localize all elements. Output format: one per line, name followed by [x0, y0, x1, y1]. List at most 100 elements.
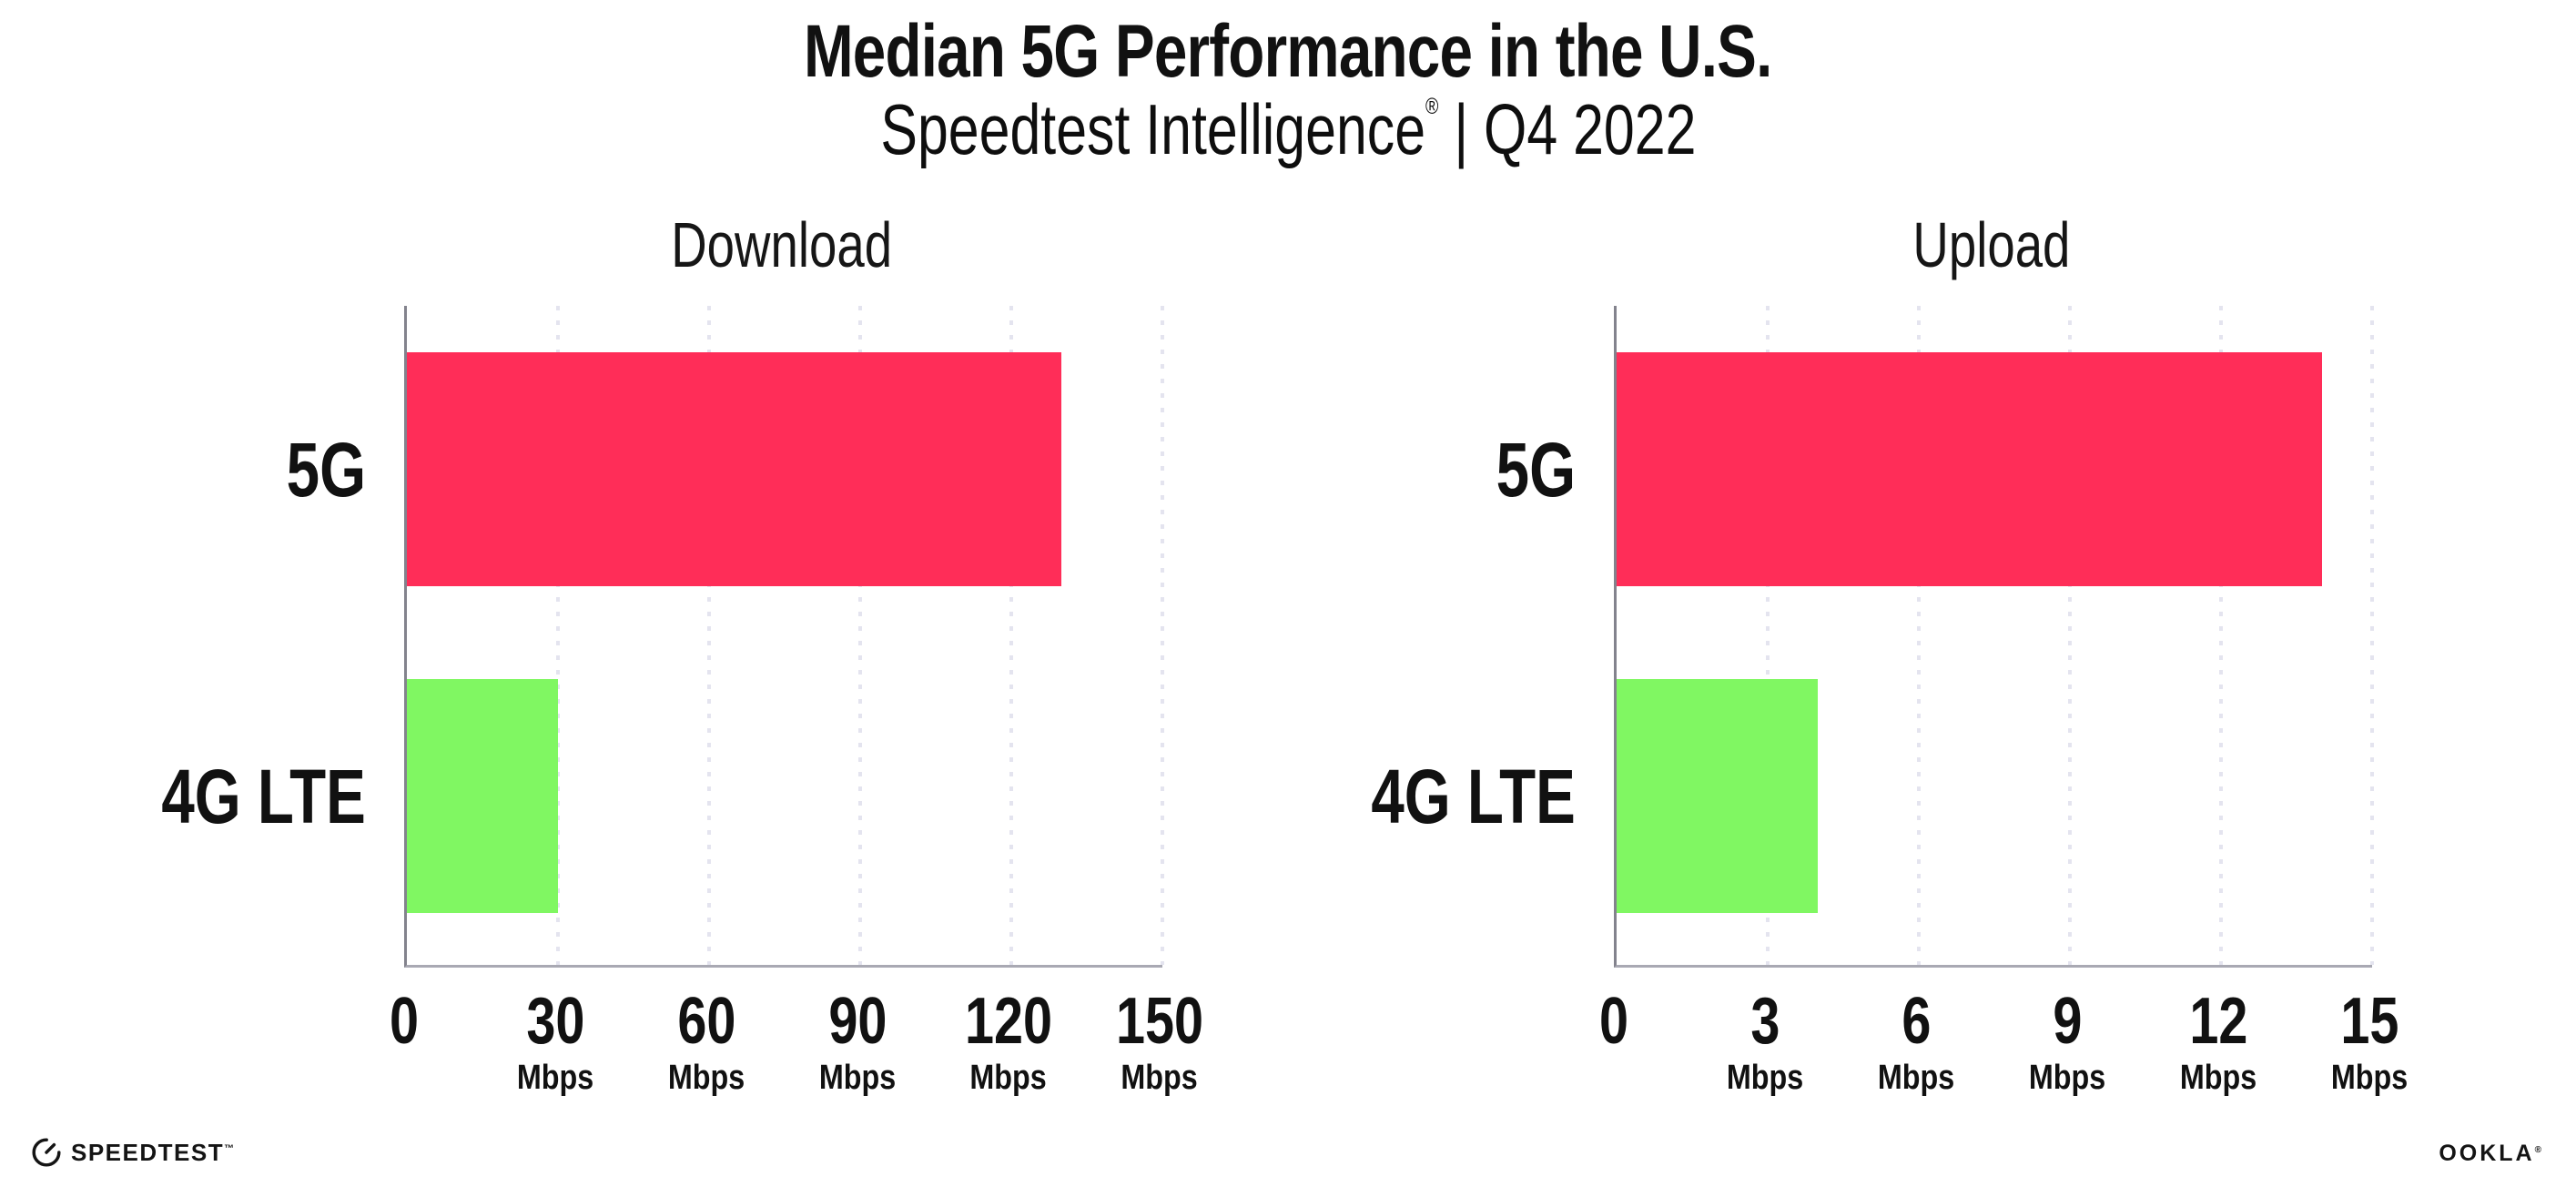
registered-mark-icon: ®	[1425, 94, 1439, 119]
speedtest-wordmark: SPEEDTEST™	[71, 1141, 236, 1164]
subtitle-period: | Q4 2022	[1438, 89, 1697, 169]
bar-5g-download	[407, 351, 1062, 586]
tick-value-text: 120	[964, 985, 1053, 1058]
subtitle-inner: Speedtest Intelligence® | Q4 2022	[880, 92, 1696, 167]
tick-value: 9	[2022, 989, 2112, 1054]
tick-60: 60 Mbps	[661, 989, 751, 1095]
tick-0: 0	[386, 989, 422, 1054]
tick-unit-text: Mbps	[2028, 1059, 2106, 1097]
page-title-text: Median 5G Performance in the U.S.	[804, 10, 1772, 93]
gridline	[1766, 306, 1770, 965]
registered-mark-icon: ®	[2534, 1145, 2544, 1155]
tick-unit-text: Mbps	[818, 1059, 897, 1097]
tick-unit-text: Mbps	[969, 1059, 1048, 1097]
tick-value: 0	[386, 989, 422, 1054]
upload-x-axis-ticks: 0 3 Mbps 6 Mbps 9 Mbps 12 Mbps 15 Mbps	[1599, 989, 2408, 1116]
tick-value-text: 150	[1115, 985, 1204, 1058]
gridline	[1917, 306, 1921, 965]
category-label-5g-text: 5G	[286, 427, 366, 512]
tick-unit-text: Mbps	[1726, 1059, 1804, 1097]
tick-value-text: 15	[2339, 985, 2399, 1058]
gridline	[858, 306, 862, 965]
upload-chart-title: Upload	[1614, 213, 2369, 277]
tick-unit: Mbps	[954, 1060, 1063, 1095]
tick-value: 15	[2324, 989, 2414, 1054]
tick-unit-text: Mbps	[667, 1059, 745, 1097]
tick-value-text: 6	[1901, 985, 1932, 1058]
tick-unit: Mbps	[2324, 1060, 2414, 1095]
gridline	[1161, 306, 1164, 965]
tick-unit: Mbps	[1105, 1060, 1214, 1095]
download-chart-title-text: Download	[671, 209, 893, 280]
tick-unit-text: Mbps	[2179, 1059, 2257, 1097]
tick-6: 6 Mbps	[1871, 989, 1961, 1095]
tick-unit-text: Mbps	[1121, 1059, 1199, 1097]
bar-4g-lte-upload	[1617, 678, 1819, 913]
tick-3: 3 Mbps	[1719, 989, 1810, 1095]
bar-5g-upload	[1617, 351, 2322, 586]
tick-150: 150 Mbps	[1105, 989, 1214, 1095]
tick-unit: Mbps	[1871, 1060, 1961, 1095]
tick-unit: Mbps	[812, 1060, 902, 1095]
category-label-4g-lte: 4G LTE	[0, 758, 366, 835]
tick-90: 90 Mbps	[812, 989, 902, 1095]
tick-0: 0	[1596, 989, 1632, 1054]
page-title: Median 5G Performance in the U.S.	[0, 15, 2576, 89]
gridline	[2219, 306, 2223, 965]
download-x-axis-ticks: 0 30 Mbps 60 Mbps 90 Mbps 120 Mbps 150 Mbps	[390, 989, 1203, 1116]
tick-value: 6	[1871, 989, 1961, 1054]
tick-value: 150	[1105, 989, 1214, 1054]
category-label-4g-lte-text: 4G LTE	[1371, 754, 1576, 839]
tick-value-text: 90	[827, 985, 887, 1058]
gridline	[707, 306, 711, 965]
category-label-5g: 5G	[1210, 431, 1576, 508]
tick-unit: Mbps	[510, 1060, 600, 1095]
category-label-5g-text: 5G	[1496, 427, 1576, 512]
tick-value: 0	[1596, 989, 1632, 1054]
ookla-wordmark-text: OOKLA	[2439, 1141, 2535, 1166]
tick-unit: Mbps	[1719, 1060, 1810, 1095]
gridline	[1009, 306, 1013, 965]
tick-120: 120 Mbps	[954, 989, 1063, 1095]
ookla-logo: OOKLA®	[2439, 1142, 2544, 1165]
speedtest-gauge-icon	[32, 1138, 61, 1167]
tick-value-text: 9	[2052, 985, 2083, 1058]
tick-unit: Mbps	[661, 1060, 751, 1095]
tick-value-text: 0	[1598, 985, 1629, 1058]
gridline	[2370, 306, 2374, 965]
gridline	[2068, 306, 2072, 965]
download-chart-title: Download	[404, 213, 1160, 277]
tick-unit: Mbps	[2173, 1060, 2263, 1095]
speedtest-logo: SPEEDTEST™	[30, 1136, 236, 1169]
category-label-5g: 5G	[0, 431, 366, 508]
tick-30: 30 Mbps	[510, 989, 600, 1095]
tick-value: 3	[1719, 989, 1810, 1054]
subtitle-brand: Speedtest Intelligence	[879, 89, 1425, 169]
tick-12: 12 Mbps	[2173, 989, 2263, 1095]
tick-unit-text: Mbps	[1877, 1059, 1955, 1097]
download-plot-area	[404, 306, 1164, 968]
bar-4g-lte-download	[407, 678, 558, 913]
tick-value-text: 0	[389, 985, 420, 1058]
upload-chart: Upload 5G 4G LTE 0 3 Mbps 6 Mbps 9 Mbps 12 M…	[1210, 0, 2409, 1197]
tick-unit-text: Mbps	[2330, 1059, 2409, 1097]
page-subtitle: Speedtest Intelligence® | Q4 2022	[0, 92, 2576, 167]
tick-unit: Mbps	[2022, 1060, 2112, 1095]
tick-value: 12	[2173, 989, 2263, 1054]
gridline	[556, 306, 560, 965]
category-label-4g-lte-text: 4G LTE	[161, 754, 366, 839]
download-chart: Download 5G 4G LTE 0 30 Mbps 60 Mbps 90 Mbp…	[0, 0, 1204, 1197]
tick-15: 15 Mbps	[2324, 989, 2414, 1095]
tick-value-text: 12	[2188, 985, 2248, 1058]
speedtest-wordmark-text: SPEEDTEST	[71, 1139, 225, 1166]
tick-value-text: 30	[525, 985, 585, 1058]
tick-value-text: 3	[1749, 985, 1780, 1058]
tick-9: 9 Mbps	[2022, 989, 2112, 1095]
tick-value-text: 60	[676, 985, 736, 1058]
tick-value: 60	[661, 989, 751, 1054]
tick-value: 90	[812, 989, 902, 1054]
trademark-icon: ™	[224, 1143, 236, 1154]
category-label-4g-lte: 4G LTE	[1210, 758, 1576, 835]
tick-unit-text: Mbps	[516, 1059, 594, 1097]
